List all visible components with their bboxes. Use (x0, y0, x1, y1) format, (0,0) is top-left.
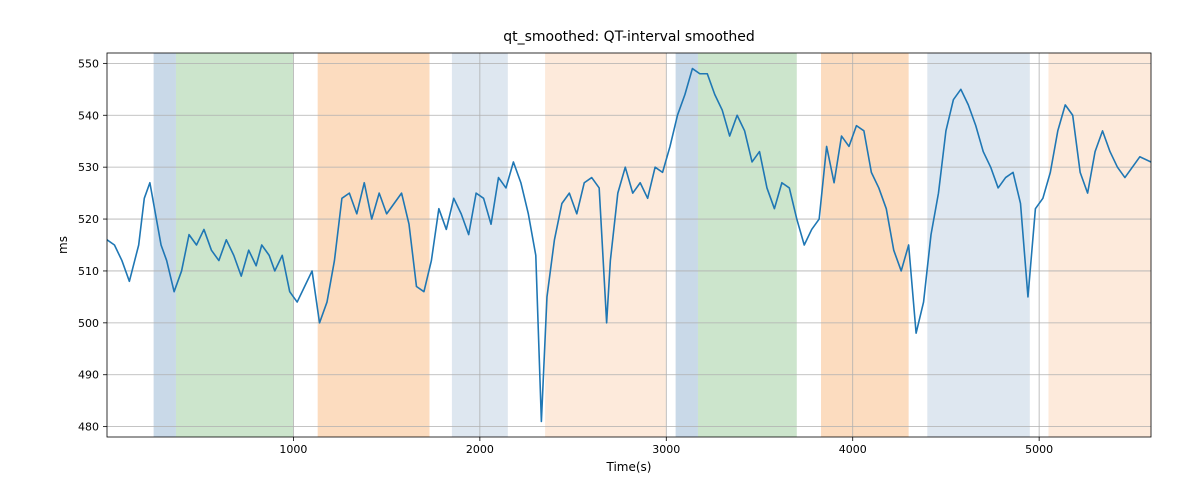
band (154, 53, 176, 437)
chart-container: qt_smoothed: QT-interval smoothed 1000 20… (0, 0, 1200, 500)
x-tick-label: 5000 (1025, 443, 1053, 456)
x-tick-label: 1000 (279, 443, 307, 456)
band (545, 53, 666, 437)
x-tick-label: 3000 (652, 443, 680, 456)
y-tick-label: 490 (78, 369, 99, 382)
y-tick-label: 540 (78, 109, 99, 122)
y-axis-label: ms (56, 236, 70, 254)
y-tick-label: 520 (78, 213, 99, 226)
band (176, 53, 293, 437)
y-tick-label: 480 (78, 421, 99, 434)
plot-area: 1000 2000 3000 4000 5000 480 490 500 510 520 530 5… (78, 53, 1151, 456)
y-tick-label: 510 (78, 265, 99, 278)
y-tick-label: 550 (78, 57, 99, 70)
y-tick-label: 500 (78, 317, 99, 330)
x-ticks: 1000 2000 3000 4000 5000 (279, 437, 1053, 456)
band (821, 53, 909, 437)
band (318, 53, 430, 437)
chart-svg: qt_smoothed: QT-interval smoothed 1000 20… (0, 0, 1200, 500)
x-axis-label: Time(s) (606, 460, 652, 474)
y-ticks: 480 490 500 510 520 530 540 550 (78, 57, 107, 433)
band (698, 53, 797, 437)
chart-title: qt_smoothed: QT-interval smoothed (503, 29, 755, 45)
x-tick-label: 2000 (466, 443, 494, 456)
y-tick-label: 530 (78, 161, 99, 174)
band (927, 53, 1030, 437)
x-tick-label: 4000 (839, 443, 867, 456)
